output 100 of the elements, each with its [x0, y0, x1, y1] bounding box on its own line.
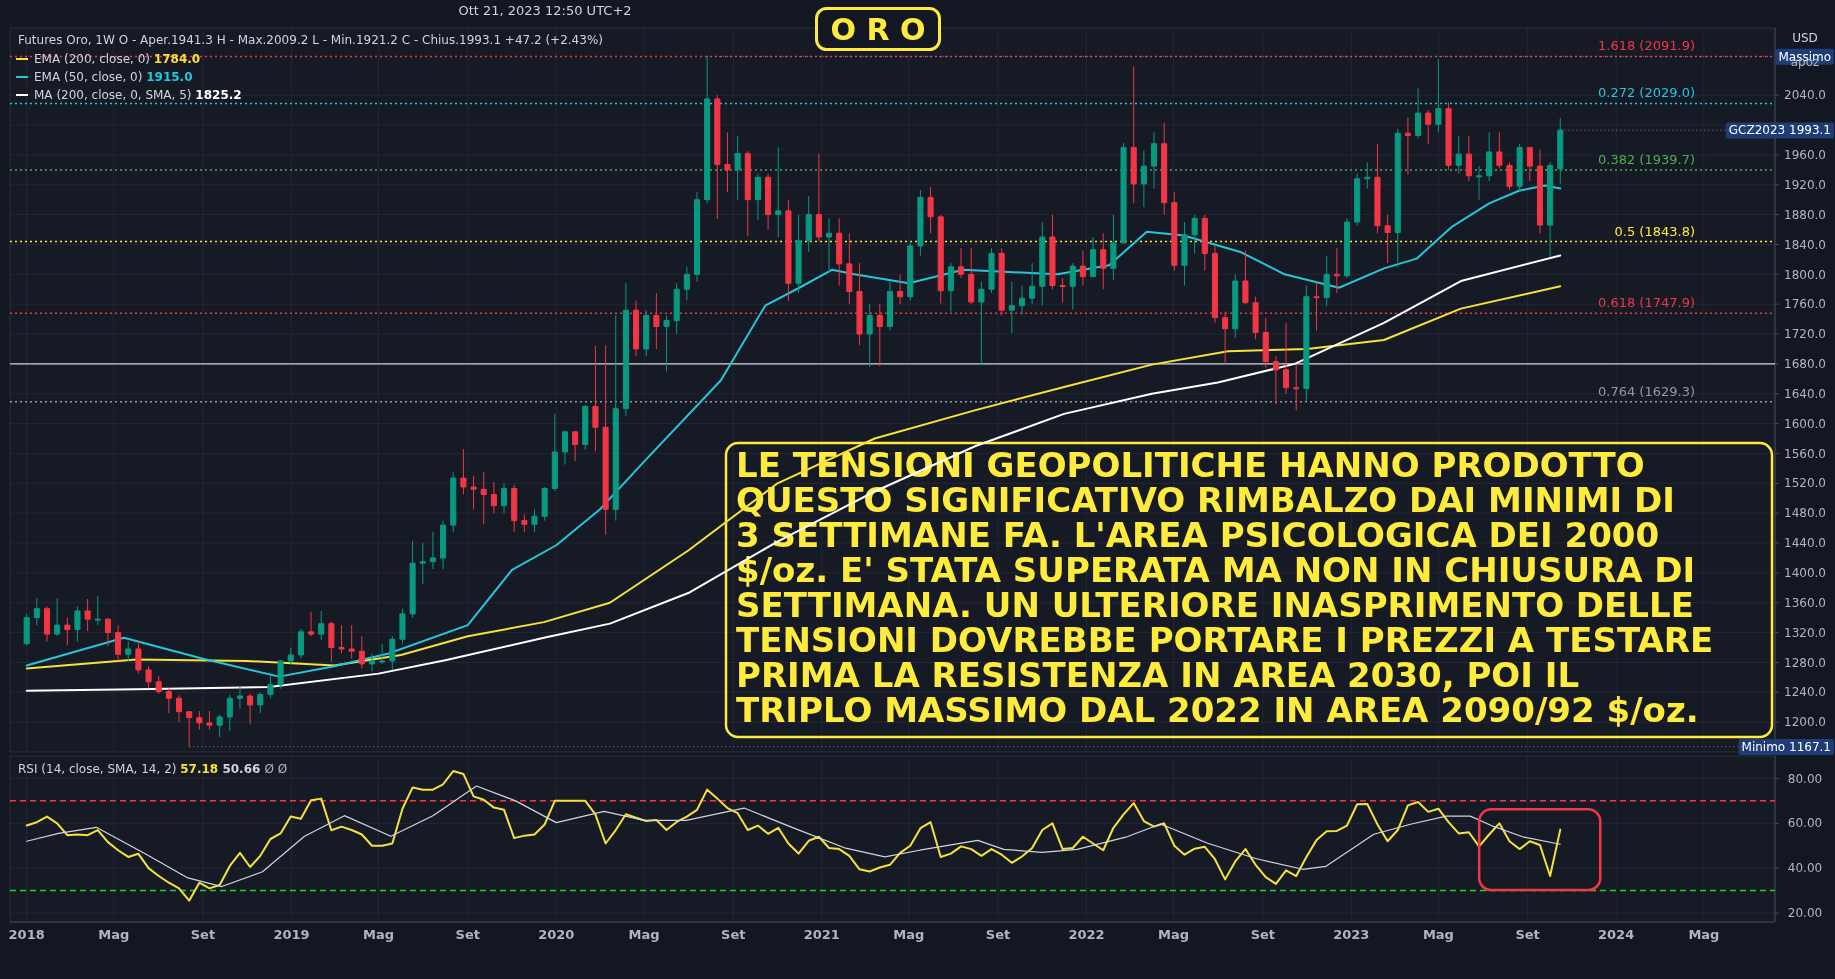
- x-tick-label: 2022: [1068, 927, 1105, 942]
- candlestick: [84, 598, 91, 632]
- candlestick: [267, 674, 274, 699]
- x-tick-label: Set: [721, 927, 746, 942]
- candlestick: [500, 482, 508, 514]
- candlestick: [612, 314, 619, 522]
- candlestick: [216, 714, 223, 738]
- candlestick: [785, 199, 792, 302]
- ref-line-label: 1.618 (2091.9): [1598, 38, 1695, 54]
- candlestick: [561, 430, 568, 466]
- y-tick-label: 1480.0: [1784, 506, 1826, 521]
- candlestick: [1384, 214, 1391, 264]
- y-tick-label: 1960.0: [1784, 148, 1826, 163]
- candlestick: [1262, 317, 1269, 369]
- annotation: 1915.0: [146, 70, 193, 84]
- y-tick-label: 1640.0: [1784, 386, 1826, 401]
- y-tick-label: 60.00: [1787, 816, 1823, 831]
- candlestick: [440, 520, 447, 570]
- candlestick: [1323, 255, 1330, 307]
- candlestick: [582, 404, 589, 451]
- candlestick: [1283, 322, 1290, 395]
- candlestick: [297, 628, 304, 660]
- candlestick: [866, 303, 873, 368]
- candlestick: [521, 514, 528, 533]
- y-tick-label: 1400.0: [1784, 566, 1826, 581]
- candlestick: [1333, 247, 1340, 294]
- y-tick-label: 1760.0: [1784, 297, 1826, 312]
- legend-label: EMA (200, close, 0): [34, 52, 154, 66]
- annotation: Ø Ø: [264, 762, 288, 776]
- candlestick: [1404, 117, 1411, 175]
- text: RSI (14, close, SMA, 14, 2): [18, 762, 181, 776]
- candlestick: [368, 652, 376, 672]
- y-tick-label: 1880.0: [1784, 207, 1826, 222]
- candlestick: [1008, 281, 1015, 334]
- x-tick-label: 2023: [1333, 927, 1370, 942]
- candlestick: [115, 624, 122, 662]
- candlestick: [196, 710, 203, 731]
- chart-title: O R O: [830, 11, 926, 47]
- candlestick: [1465, 135, 1472, 182]
- candlestick: [358, 635, 365, 669]
- annotation: 1825.2: [195, 88, 242, 102]
- candlestick: [1018, 285, 1026, 316]
- candlestick: [64, 617, 71, 646]
- annotation: Minimo 1167.1: [1741, 739, 1831, 754]
- candlestick: [287, 647, 294, 665]
- candlestick: [1120, 142, 1127, 244]
- candlestick: [379, 643, 386, 665]
- candlestick: [531, 508, 538, 533]
- x-tick-label: Mag: [1158, 927, 1190, 942]
- candlestick: [1161, 122, 1168, 216]
- candlestick: [937, 214, 944, 304]
- candlestick: [1242, 249, 1249, 305]
- candlestick: [480, 471, 487, 525]
- candlestick: [714, 94, 721, 220]
- candlestick: [1526, 146, 1533, 182]
- candlestick: [1059, 277, 1066, 304]
- y-tick-label: 1920.0: [1784, 177, 1826, 192]
- candlestick: [886, 281, 893, 331]
- candlestick: [409, 540, 416, 619]
- candlestick: [1272, 355, 1279, 405]
- candlestick: [836, 217, 843, 287]
- x-tick-label: 2024: [1598, 927, 1635, 942]
- candlestick: [1150, 131, 1158, 189]
- y-tick-label: 1280.0: [1784, 655, 1826, 670]
- candlestick: [94, 595, 101, 626]
- candlestick: [54, 597, 61, 637]
- y-tick-label: 1520.0: [1784, 476, 1826, 491]
- candlestick: [206, 710, 213, 731]
- candlestick: [1516, 143, 1523, 193]
- candlestick: [470, 475, 477, 510]
- candlestick: [815, 152, 822, 242]
- candlestick: [460, 448, 467, 495]
- y-tick-label: 80.00: [1787, 771, 1823, 786]
- x-tick-label: 2019: [273, 927, 310, 942]
- candlestick: [429, 531, 436, 570]
- candlestick: [33, 597, 40, 626]
- y-tick-label: 1680.0: [1784, 357, 1826, 372]
- candlestick: [978, 281, 985, 366]
- candlestick: [450, 471, 457, 533]
- candlestick: [1547, 161, 1554, 258]
- candlestick: [1191, 214, 1198, 254]
- candlestick: [125, 641, 132, 662]
- ref-line-label: 0.382 (1939.7): [1598, 152, 1695, 168]
- candlestick: [1455, 135, 1462, 175]
- x-tick-label: Mag: [628, 927, 660, 942]
- candlestick: [511, 484, 518, 533]
- candlestick: [389, 635, 396, 671]
- y-tick-label: 1600.0: [1784, 416, 1826, 431]
- y-tick-label: 1320.0: [1784, 625, 1826, 640]
- candlestick: [1039, 221, 1046, 307]
- candlestick: [1181, 221, 1188, 287]
- candlestick: [693, 191, 701, 283]
- y-tick-label: 1240.0: [1784, 685, 1826, 700]
- line-series: [26, 785, 1561, 888]
- x-tick-label: Mag: [98, 927, 130, 942]
- candlestick: [704, 55, 711, 204]
- y-tick-label: 2040.0: [1784, 88, 1826, 103]
- chart-subtitle: Futures Oro, 1W O - Aper.1941.3 H - Max.2009.2 L - Min.1921.2 C - Chius.1993.1 +47.2 (+2.43%): [18, 33, 603, 47]
- ref-line-label: 0.764 (1629.3): [1598, 383, 1695, 399]
- candlestick: [257, 691, 264, 714]
